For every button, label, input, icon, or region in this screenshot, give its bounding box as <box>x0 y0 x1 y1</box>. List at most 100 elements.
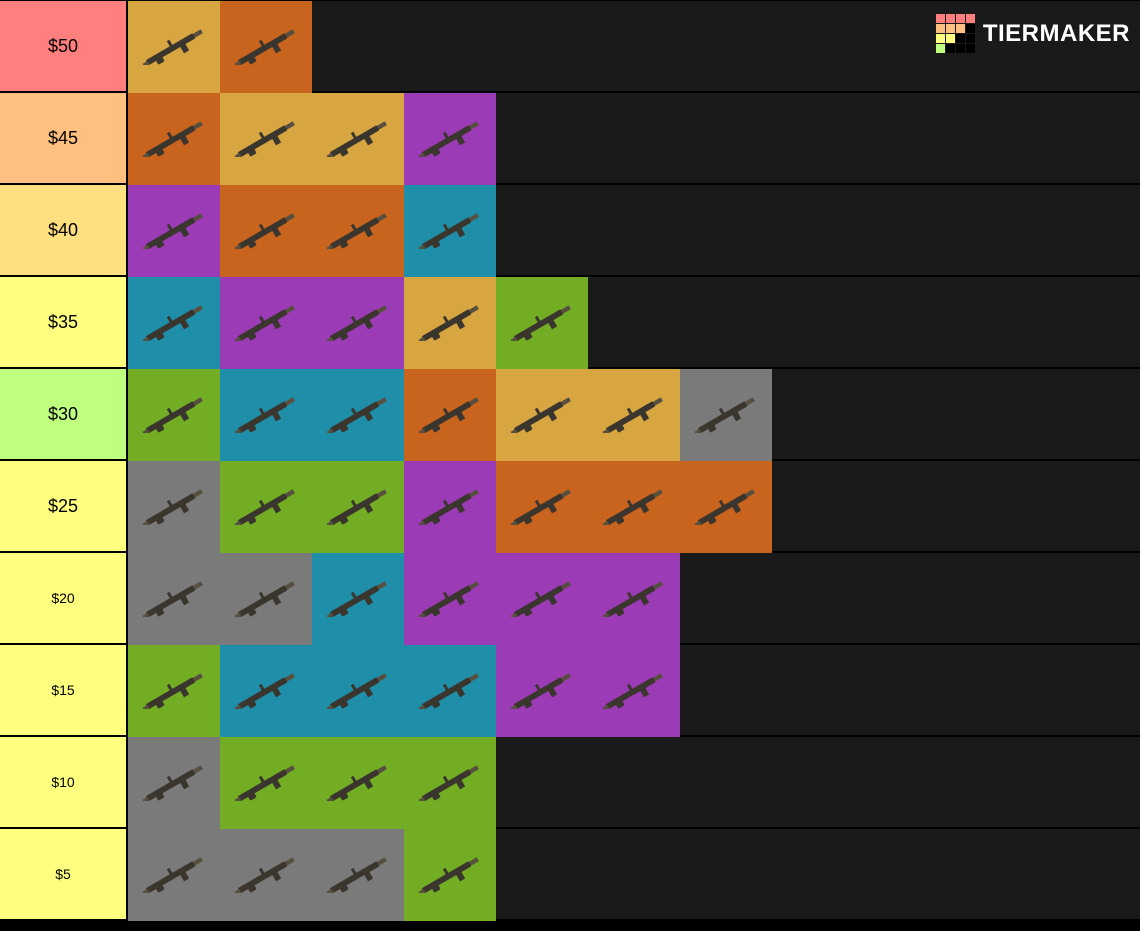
tier-label: $10 <box>0 737 128 827</box>
tier-row: $25 <box>0 461 1140 553</box>
weapon-icon <box>321 121 395 158</box>
burst-rifle-uncommon[interactable] <box>220 369 312 461</box>
tier-label: $30 <box>0 369 128 459</box>
ak-rifle-epic[interactable] <box>404 369 496 461</box>
pump-shotgun-legendary[interactable] <box>312 93 404 185</box>
sniper-rifle-epic[interactable] <box>220 1 312 93</box>
weapon-icon <box>229 857 303 894</box>
compact-smg-common[interactable] <box>404 737 496 829</box>
weapon-icon <box>321 305 395 342</box>
compact-smg-epic[interactable] <box>680 461 772 553</box>
smg-epic[interactable] <box>496 461 588 553</box>
tier-items <box>128 829 1140 919</box>
weapon-icon <box>505 305 579 342</box>
hand-cannon-common[interactable] <box>312 737 404 829</box>
pump-shotgun-uncommon[interactable] <box>312 369 404 461</box>
ak-rifle-common[interactable] <box>128 645 220 737</box>
burst-rifle-basic[interactable] <box>128 553 220 645</box>
logo-text: TIERMAKER <box>983 20 1130 48</box>
weapon-icon <box>413 213 487 250</box>
tier-items <box>128 737 1140 827</box>
weapon-icon <box>137 121 211 158</box>
logo-grid-icon <box>936 14 975 53</box>
pump-shotgun-basic[interactable] <box>220 553 312 645</box>
weapon-icon <box>229 213 303 250</box>
sniper-rifle-common[interactable] <box>496 277 588 369</box>
smg-basic[interactable] <box>128 829 220 921</box>
tier-row: $15 <box>0 645 1140 737</box>
hand-cannon-legendary[interactable] <box>588 369 680 461</box>
weapon-icon <box>229 581 303 618</box>
scar-rifle-legendary[interactable] <box>128 1 220 93</box>
weapon-icon <box>413 397 487 434</box>
burst-rifle-rare[interactable] <box>220 277 312 369</box>
weapon-icon <box>229 29 303 66</box>
weapon-icon <box>321 857 395 894</box>
sniper-rifle-basic[interactable] <box>680 369 772 461</box>
burst-rifle-common[interactable] <box>220 461 312 553</box>
burst-rifle-legendary[interactable] <box>220 93 312 185</box>
tier-items <box>128 185 1140 275</box>
smg-legendary[interactable] <box>496 369 588 461</box>
weapon-icon <box>137 397 211 434</box>
tier-label: $5 <box>0 829 128 919</box>
tier-label: $20 <box>0 553 128 643</box>
weapon-icon <box>321 673 395 710</box>
smg-common[interactable] <box>220 737 312 829</box>
pump-shotgun-rare[interactable] <box>312 277 404 369</box>
ak-rifle-legendary[interactable] <box>404 277 496 369</box>
tier-items <box>128 645 1140 735</box>
tiermaker-logo: TIERMAKER <box>936 14 1130 53</box>
weapon-icon <box>137 305 211 342</box>
weapon-icon <box>597 581 671 618</box>
sniper-rifle-rare[interactable] <box>404 93 496 185</box>
weapon-icon <box>597 489 671 526</box>
tier-label: $25 <box>0 461 128 551</box>
weapon-icon <box>229 765 303 802</box>
weapon-icon <box>321 581 395 618</box>
shield-grenade-rare[interactable] <box>496 645 588 737</box>
hand-cannon-uncommon[interactable] <box>312 645 404 737</box>
tier-row: $5 <box>0 829 1140 921</box>
tier-row: $40 <box>0 185 1140 277</box>
weapon-icon <box>229 397 303 434</box>
compact-smg-uncommon[interactable] <box>404 645 496 737</box>
tier-label: $45 <box>0 93 128 183</box>
scar-rifle-epic[interactable] <box>128 93 220 185</box>
ak-rifle-basic[interactable] <box>128 737 220 829</box>
weapon-icon <box>413 857 487 894</box>
weapon-icon <box>689 397 763 434</box>
sniper-rifle-uncommon[interactable] <box>404 185 496 277</box>
weapon-icon <box>505 581 579 618</box>
weapon-icon <box>413 581 487 618</box>
compact-smg-basic[interactable] <box>312 829 404 921</box>
weapon-icon <box>505 673 579 710</box>
scar-rifle-common[interactable] <box>128 369 220 461</box>
smg-uncommon[interactable] <box>220 645 312 737</box>
burst-rifle-epic[interactable] <box>220 185 312 277</box>
hand-cannon-epic[interactable] <box>588 461 680 553</box>
weapon-icon <box>597 673 671 710</box>
smg-rare[interactable] <box>404 553 496 645</box>
tier-label: $35 <box>0 277 128 367</box>
tier-list: $50 $45 <box>0 0 1140 921</box>
scar-rifle-uncommon[interactable] <box>128 277 220 369</box>
pump-shotgun-common[interactable] <box>312 461 404 553</box>
pump-shotgun-epic[interactable] <box>312 185 404 277</box>
ak-rifle-uncommon[interactable] <box>312 553 404 645</box>
scar-rifle-rare[interactable] <box>128 185 220 277</box>
compact-smg-rare[interactable] <box>588 553 680 645</box>
harpoon-common[interactable] <box>404 829 496 921</box>
hand-cannon-basic[interactable] <box>220 829 312 921</box>
weapon-icon <box>413 305 487 342</box>
weapon-icon <box>229 121 303 158</box>
grappler-rare[interactable] <box>588 645 680 737</box>
tier-row: $20 <box>0 553 1140 645</box>
weapon-icon <box>229 305 303 342</box>
hand-cannon-rare[interactable] <box>496 553 588 645</box>
weapon-icon <box>137 673 211 710</box>
ak-rifle-rare[interactable] <box>404 461 496 553</box>
weapon-icon <box>413 765 487 802</box>
scar-rifle-basic[interactable] <box>128 461 220 553</box>
tier-row: $45 <box>0 93 1140 185</box>
